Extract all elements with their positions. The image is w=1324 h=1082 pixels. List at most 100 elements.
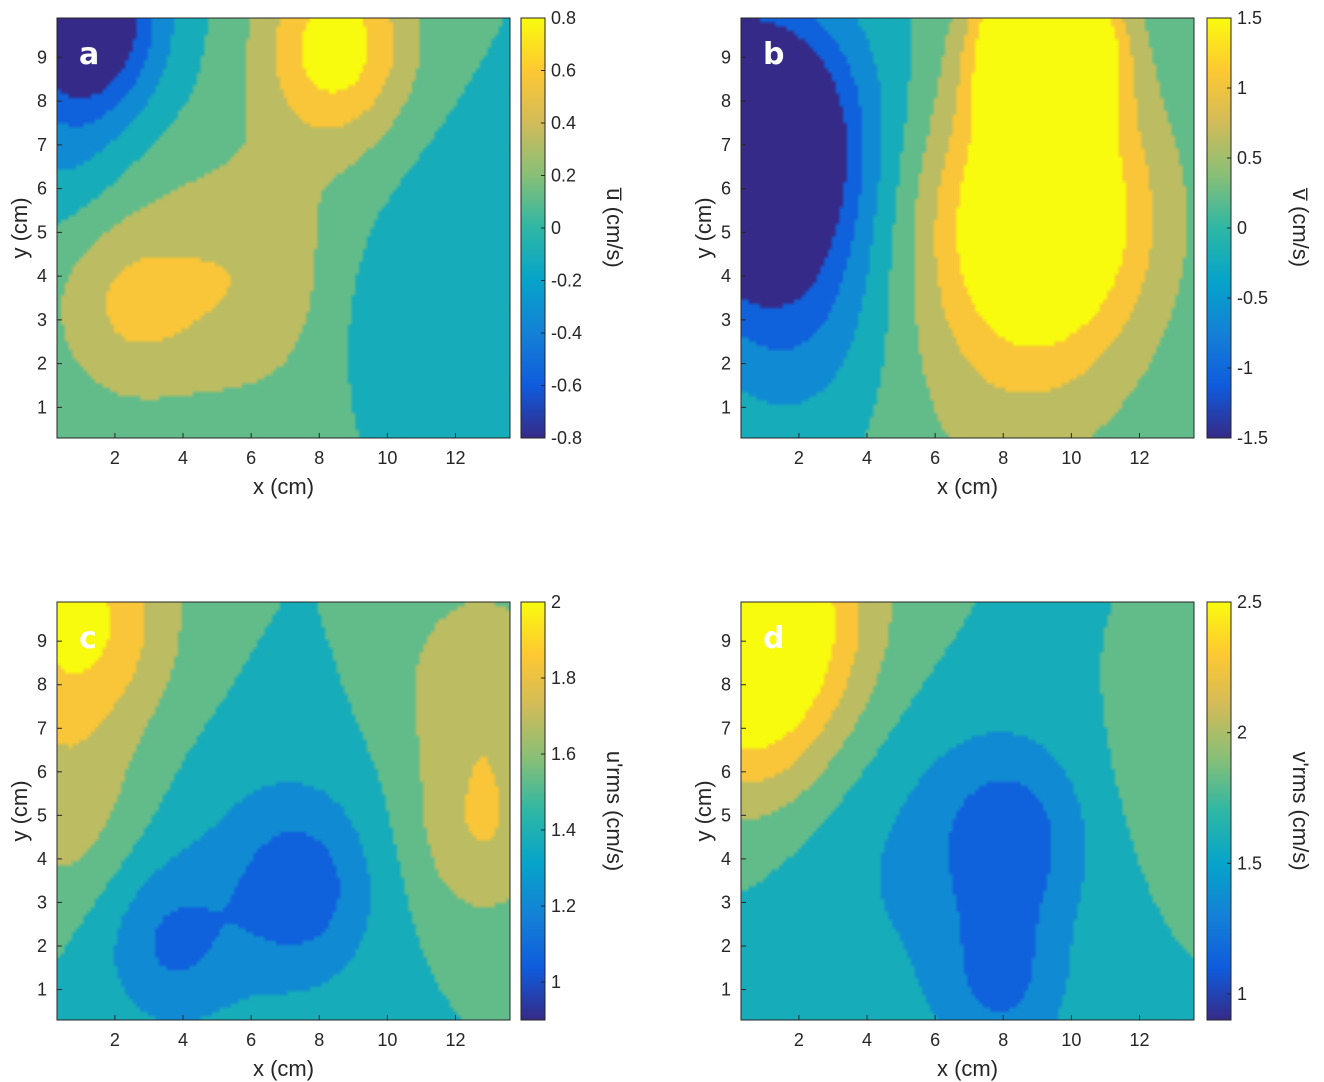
- x-tick-label: 6: [930, 448, 940, 468]
- y-tick-label: 7: [721, 718, 731, 738]
- x-axis-label: x (cm): [937, 474, 998, 499]
- colorbar-tick-label: 1: [551, 972, 561, 992]
- x-tick-label: 6: [246, 448, 256, 468]
- y-tick-label: 5: [37, 805, 47, 825]
- y-axis-label: y (cm): [691, 780, 716, 841]
- x-tick-label: 8: [998, 448, 1008, 468]
- colorbar-tick-label: 2.5: [1237, 592, 1262, 612]
- colorbar-tick-label: -1: [1237, 358, 1253, 378]
- y-tick-label: 3: [721, 310, 731, 330]
- x-tick-label: 10: [1061, 1030, 1081, 1050]
- x-tick-label: 4: [178, 448, 188, 468]
- colorbar-label: u'rms (cm/s): [602, 751, 627, 871]
- x-tick-label: 2: [794, 448, 804, 468]
- colorbar-tick-label: 0.4: [551, 113, 576, 133]
- contour-field: [57, 602, 510, 1020]
- panel-letter: c: [79, 621, 97, 656]
- axes-box: [56, 17, 511, 439]
- colorbar-tick-label: -1.5: [1237, 428, 1268, 448]
- y-tick-label: 3: [37, 310, 47, 330]
- y-axis-label: y (cm): [7, 197, 32, 258]
- colorbar-tick-label: 1: [1237, 78, 1247, 98]
- colorbar-tick-label: 1.4: [551, 820, 576, 840]
- y-tick-label: 4: [721, 266, 731, 286]
- axes-box: [56, 601, 511, 1021]
- y-tick-label: 6: [37, 179, 47, 199]
- axes-box: [740, 601, 1195, 1021]
- y-tick-label: 3: [721, 892, 731, 912]
- panel-letter: d: [763, 621, 784, 656]
- colorbar-tick-label: -0.5: [1237, 288, 1268, 308]
- panel-letter: b: [763, 37, 784, 72]
- colorbar-tick-label: 1.2: [551, 896, 576, 916]
- y-tick-label: 3: [37, 892, 47, 912]
- colorbar-tick-label: 0: [1237, 218, 1247, 238]
- x-axis-label: x (cm): [253, 1056, 314, 1081]
- y-tick-label: 6: [721, 179, 731, 199]
- y-tick-label: 9: [37, 47, 47, 67]
- y-tick-label: 2: [721, 354, 731, 374]
- x-tick-label: 10: [1061, 448, 1081, 468]
- x-tick-label: 8: [998, 1030, 1008, 1050]
- y-tick-label: 5: [721, 805, 731, 825]
- y-axis-label: y (cm): [691, 197, 716, 258]
- colorbar-label: v̅ (cm/s): [1288, 187, 1313, 267]
- y-tick-label: 4: [721, 849, 731, 869]
- colorbar-tick-label: -0.6: [551, 376, 582, 396]
- y-tick-label: 7: [37, 718, 47, 738]
- colorbar-tick-label: 1.5: [1237, 8, 1262, 28]
- colorbar-tick-label: 1.8: [551, 668, 576, 688]
- x-tick-label: 6: [930, 1030, 940, 1050]
- x-tick-label: 10: [377, 448, 397, 468]
- y-axis-label: y (cm): [7, 780, 32, 841]
- x-tick-label: 12: [1129, 1030, 1149, 1050]
- x-tick-label: 6: [246, 1030, 256, 1050]
- x-tick-label: 2: [794, 1030, 804, 1050]
- x-tick-label: 2: [110, 448, 120, 468]
- x-tick-label: 12: [1129, 448, 1149, 468]
- y-tick-label: 6: [721, 762, 731, 782]
- y-tick-label: 9: [37, 631, 47, 651]
- y-tick-label: 8: [721, 675, 731, 695]
- y-tick-label: 1: [37, 397, 47, 417]
- x-tick-label: 4: [862, 448, 872, 468]
- y-tick-label: 4: [37, 849, 47, 869]
- colorbar-label: v'rms (cm/s): [1288, 751, 1313, 870]
- contour-field: [57, 18, 510, 438]
- colorbar: [520, 601, 546, 1021]
- y-tick-label: 6: [37, 762, 47, 782]
- colorbar-tick-label: 2: [1237, 723, 1247, 743]
- y-tick-label: 8: [37, 91, 47, 111]
- colorbar-tick-label: 1.6: [551, 744, 576, 764]
- y-tick-label: 1: [721, 397, 731, 417]
- y-tick-label: 7: [37, 135, 47, 155]
- x-tick-label: 12: [445, 1030, 465, 1050]
- colorbar-tick-label: 1.5: [1237, 853, 1262, 873]
- colorbar-tick-label: -0.8: [551, 428, 582, 448]
- x-tick-label: 10: [377, 1030, 397, 1050]
- colorbar-tick-label: -0.4: [551, 323, 582, 343]
- colorbar-tick-label: 2: [551, 592, 561, 612]
- colorbar-tick-label: -0.2: [551, 271, 582, 291]
- x-axis-label: x (cm): [253, 474, 314, 499]
- y-tick-label: 4: [37, 266, 47, 286]
- axes-box: [740, 17, 1195, 439]
- colorbar-tick-label: 0.5: [1237, 148, 1262, 168]
- y-tick-label: 5: [721, 222, 731, 242]
- x-axis-label: x (cm): [937, 1056, 998, 1081]
- x-tick-label: 8: [314, 1030, 324, 1050]
- x-tick-label: 4: [862, 1030, 872, 1050]
- contour-field: [741, 602, 1194, 1020]
- colorbar: [1206, 601, 1232, 1021]
- x-tick-label: 2: [110, 1030, 120, 1050]
- y-tick-label: 2: [37, 354, 47, 374]
- y-tick-label: 1: [37, 980, 47, 1000]
- x-tick-label: 4: [178, 1030, 188, 1050]
- colorbar-label: u̅ (cm/s): [602, 187, 627, 268]
- y-tick-label: 2: [721, 936, 731, 956]
